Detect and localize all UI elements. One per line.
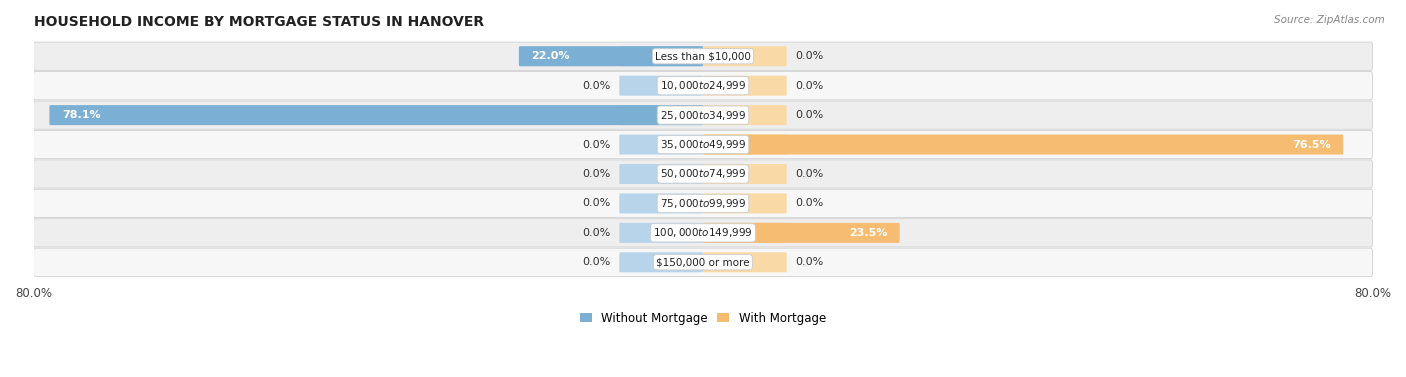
Text: Source: ZipAtlas.com: Source: ZipAtlas.com xyxy=(1274,15,1385,25)
Text: 0.0%: 0.0% xyxy=(582,257,612,267)
FancyBboxPatch shape xyxy=(34,72,1372,100)
Text: 78.1%: 78.1% xyxy=(62,110,101,120)
Text: 0.0%: 0.0% xyxy=(794,257,824,267)
Text: $35,000 to $49,999: $35,000 to $49,999 xyxy=(659,138,747,151)
FancyBboxPatch shape xyxy=(34,219,1372,247)
FancyBboxPatch shape xyxy=(703,105,787,125)
FancyBboxPatch shape xyxy=(703,46,787,66)
Text: HOUSEHOLD INCOME BY MORTGAGE STATUS IN HANOVER: HOUSEHOLD INCOME BY MORTGAGE STATUS IN H… xyxy=(34,15,484,29)
FancyBboxPatch shape xyxy=(703,76,787,96)
FancyBboxPatch shape xyxy=(619,193,703,213)
FancyBboxPatch shape xyxy=(49,105,703,125)
FancyBboxPatch shape xyxy=(34,42,1372,70)
Text: 0.0%: 0.0% xyxy=(582,139,612,150)
FancyBboxPatch shape xyxy=(703,135,787,155)
Text: $25,000 to $34,999: $25,000 to $34,999 xyxy=(659,109,747,122)
FancyBboxPatch shape xyxy=(703,193,787,213)
FancyBboxPatch shape xyxy=(703,164,787,184)
Text: $50,000 to $74,999: $50,000 to $74,999 xyxy=(659,167,747,181)
Text: Less than $10,000: Less than $10,000 xyxy=(655,51,751,61)
FancyBboxPatch shape xyxy=(619,76,703,96)
FancyBboxPatch shape xyxy=(34,248,1372,276)
Text: 23.5%: 23.5% xyxy=(849,228,887,238)
Text: 0.0%: 0.0% xyxy=(582,228,612,238)
FancyBboxPatch shape xyxy=(619,46,703,66)
FancyBboxPatch shape xyxy=(519,46,703,66)
FancyBboxPatch shape xyxy=(34,101,1372,129)
FancyBboxPatch shape xyxy=(34,160,1372,188)
Text: $75,000 to $99,999: $75,000 to $99,999 xyxy=(659,197,747,210)
FancyBboxPatch shape xyxy=(619,223,703,243)
Text: 22.0%: 22.0% xyxy=(531,51,569,61)
Text: 0.0%: 0.0% xyxy=(582,169,612,179)
Text: 0.0%: 0.0% xyxy=(794,51,824,61)
FancyBboxPatch shape xyxy=(703,252,787,272)
Text: 76.5%: 76.5% xyxy=(1292,139,1330,150)
FancyBboxPatch shape xyxy=(619,105,703,125)
Text: 0.0%: 0.0% xyxy=(794,81,824,91)
Text: 0.0%: 0.0% xyxy=(794,198,824,208)
Text: 0.0%: 0.0% xyxy=(794,169,824,179)
FancyBboxPatch shape xyxy=(619,164,703,184)
Text: $150,000 or more: $150,000 or more xyxy=(657,257,749,267)
FancyBboxPatch shape xyxy=(34,189,1372,218)
Text: $100,000 to $149,999: $100,000 to $149,999 xyxy=(654,226,752,239)
FancyBboxPatch shape xyxy=(703,223,787,243)
FancyBboxPatch shape xyxy=(619,252,703,272)
FancyBboxPatch shape xyxy=(703,135,1343,155)
Legend: Without Mortgage, With Mortgage: Without Mortgage, With Mortgage xyxy=(575,307,831,329)
FancyBboxPatch shape xyxy=(619,135,703,155)
FancyBboxPatch shape xyxy=(34,130,1372,159)
Text: $10,000 to $24,999: $10,000 to $24,999 xyxy=(659,79,747,92)
Text: 0.0%: 0.0% xyxy=(794,110,824,120)
Text: 0.0%: 0.0% xyxy=(582,198,612,208)
FancyBboxPatch shape xyxy=(703,223,900,243)
Text: 0.0%: 0.0% xyxy=(582,81,612,91)
